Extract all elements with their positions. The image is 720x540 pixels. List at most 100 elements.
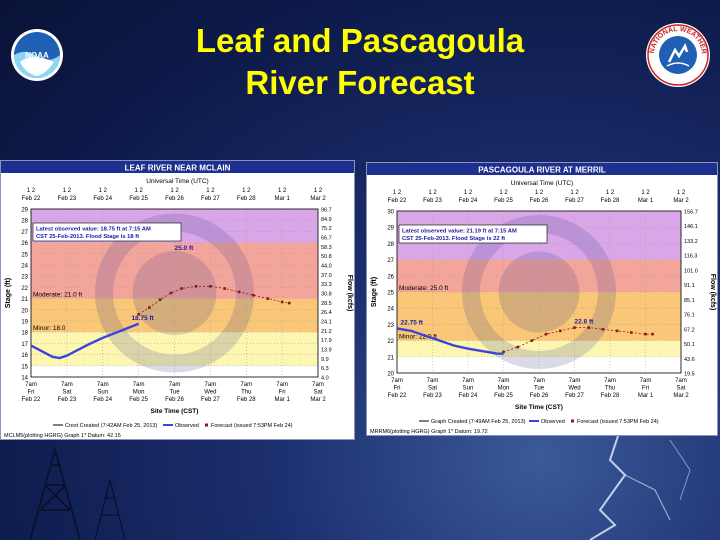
forecast-point <box>148 306 151 309</box>
y-tick-label: 23 <box>387 323 394 329</box>
bottom-tick-label: 7am <box>498 378 510 384</box>
legend-forecast-swatch <box>205 423 208 427</box>
forecast-point <box>252 293 255 297</box>
forecast-point <box>502 350 505 354</box>
top-tick-hour: 1 2 <box>393 190 402 196</box>
bottom-tick-label: 7am <box>391 378 403 384</box>
top-tick-hour: 1 2 <box>606 190 615 196</box>
chart-title-bar <box>1 161 354 173</box>
y2-tick-label: 4.0 <box>321 376 329 382</box>
info-box-line: CST 25-Feb-2013. Flood Stage is 18 ft <box>36 234 139 240</box>
top-tick-date: Feb 24 <box>459 198 478 204</box>
legend-forecast: Forecast (issued 7:53PM Feb 24) <box>211 423 293 429</box>
stage-category-label: Moderate: 21.0 ft <box>33 292 82 299</box>
top-tick-date: Mar 2 <box>310 196 326 202</box>
bottom-tick-label: Sat <box>676 386 685 392</box>
info-box-line: Latest observed value: 18.75 ft at 7:15 … <box>36 227 151 233</box>
y-axis-label: Stage (ft) <box>5 278 12 308</box>
y2-tick-label: 50.1 <box>684 342 695 348</box>
bottom-tick-label: 7am <box>569 378 581 384</box>
chart-footer: MRRM6(plotting HGRG) Graph 1* Datum: 19.… <box>370 429 488 435</box>
bottom-tick-label: Feb 24 <box>459 393 478 399</box>
observed-series-line <box>396 327 504 355</box>
forecast-point <box>280 300 284 304</box>
y-tick-label: 21 <box>387 355 394 361</box>
y2-tick-label: 28.5 <box>321 301 332 307</box>
top-tick-date: Feb 25 <box>129 196 148 202</box>
top-tick-date: Feb 27 <box>565 198 584 204</box>
y2-tick-label: 133.2 <box>684 239 698 245</box>
top-tick-hour: 1 2 <box>27 188 36 194</box>
bottom-tick-label: Feb 24 <box>93 397 112 403</box>
top-tick-hour: 1 2 <box>535 190 544 196</box>
noaa-logo-icon: NOAA <box>11 29 63 81</box>
forecast-point <box>615 329 619 333</box>
y2-tick-label: 19.5 <box>684 372 695 378</box>
info-box-line: CST 25-Feb-2013. Flood Stage is 22 ft <box>402 236 505 242</box>
bottom-tick-label: 7am <box>25 382 37 388</box>
bottom-tick-label: Sat <box>62 390 71 396</box>
chart-legend: Graph Created (7:49AM Feb 25, 2013) Obser… <box>419 419 659 425</box>
y2-tick-label: 58.3 <box>321 245 332 251</box>
forecast-point <box>223 287 227 290</box>
forecast-point <box>194 284 198 288</box>
y2-tick-label: 75.2 <box>321 226 332 232</box>
y2-tick-label: 21.2 <box>321 329 332 335</box>
y-tick-label: 26 <box>21 241 28 247</box>
chart-legend: Crest Created (7:42AM Feb 25, 2013) Obser… <box>53 423 293 429</box>
y-tick-label: 19 <box>21 320 28 326</box>
bottom-tick-label: Fri <box>394 386 401 392</box>
y2-tick-label: 156.7 <box>684 210 698 216</box>
forecast-point <box>651 332 654 336</box>
bottom-tick-label: Wed <box>204 390 216 396</box>
y-tick-label: 20 <box>387 372 394 378</box>
bottom-tick-label: Feb 23 <box>58 397 77 403</box>
chart-title-bar <box>367 163 717 175</box>
leaf-river-hydrograph: LEAF RIVER NEAR MCLAIN Universal Time (UT… <box>1 161 354 439</box>
y2-tick-label: 116.3 <box>684 254 697 260</box>
bottom-tick-label: 7am <box>133 382 145 388</box>
y-tick-label: 28 <box>387 242 394 248</box>
y2-tick-label: 85.1 <box>684 298 695 304</box>
bottom-tick-label: Sun <box>97 390 108 396</box>
y2-tick-label: 101.0 <box>684 268 698 274</box>
y2-tick-label: 67.2 <box>684 327 695 333</box>
y2-tick-label: 146.1 <box>684 224 698 230</box>
y2-tick-label: 6.3 <box>321 366 329 372</box>
x-axis-label: Site Time (CST) <box>151 408 199 415</box>
svg-text:NOAA: NOAA <box>25 51 49 60</box>
y-tick-label: 17 <box>21 342 28 348</box>
y2-tick-label: 30.8 <box>321 292 332 298</box>
forecast-series-line <box>503 327 653 353</box>
top-tick-hour: 1 2 <box>641 190 650 196</box>
y-tick-label: 25 <box>21 252 28 258</box>
y2-tick-label: 37.0 <box>321 273 332 279</box>
bottom-tick-label: 7am <box>276 382 288 388</box>
legend-observed: Observed <box>175 423 199 429</box>
bottom-tick-label: 7am <box>604 378 616 384</box>
info-box-line: Latest observed value: 21.19 ft at 7:15 … <box>402 229 517 235</box>
forecast-point <box>158 298 162 302</box>
y-tick-label: 14 <box>21 376 28 382</box>
bottom-tick-label: 7am <box>462 378 474 384</box>
forecast-point <box>559 329 562 333</box>
y2-axis-label: Flow (kcfs) <box>346 275 353 312</box>
plot-frame <box>396 210 682 374</box>
forecast-point <box>266 297 270 300</box>
slide-title-line-2: River Forecast <box>245 64 475 101</box>
y-tick-label: 27 <box>21 230 28 236</box>
forecast-point <box>587 326 590 329</box>
bottom-tick-label: Feb 25 <box>494 393 513 399</box>
y-tick-label: 30 <box>387 210 394 216</box>
forecast-point <box>644 332 647 336</box>
bottom-tick-label: 7am <box>427 378 439 384</box>
forecast-point <box>573 326 576 329</box>
bottom-tick-label: Mar 2 <box>673 393 689 399</box>
legend-observed: Observed <box>541 419 565 425</box>
plot-frame <box>30 208 319 378</box>
bottom-tick-label: Mar 1 <box>638 393 654 399</box>
y-tick-label: 20 <box>21 308 28 314</box>
top-tick-date: Feb 27 <box>201 196 220 202</box>
forecast-point <box>601 327 605 331</box>
bottom-tick-label: Mon <box>498 386 510 392</box>
